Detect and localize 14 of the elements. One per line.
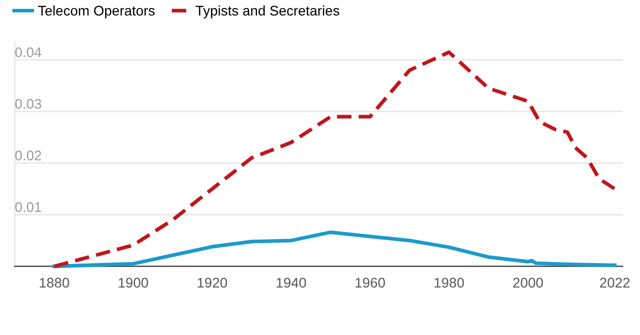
y-tick-label: 0.04 <box>15 47 42 58</box>
y-tick-label: 0.02 <box>15 150 42 160</box>
x-tick-label: 1880 <box>40 278 70 288</box>
legend-label: Telecom Operators <box>38 5 155 18</box>
x-tick-label: 1920 <box>198 278 228 288</box>
x-tick-label: 2000 <box>513 278 543 288</box>
y-tick-label: 0.01 <box>15 202 42 212</box>
x-tick-label: 1960 <box>356 278 385 288</box>
x-tick-label: 1940 <box>276 278 306 288</box>
legend-label: Typists and Secretaries <box>196 5 340 18</box>
x-tick-label: 1980 <box>434 278 464 288</box>
x-tick-label: 1900 <box>118 278 148 288</box>
y-tick-label: 0.03 <box>15 98 42 109</box>
x-tick-label: 2022 <box>600 278 630 288</box>
